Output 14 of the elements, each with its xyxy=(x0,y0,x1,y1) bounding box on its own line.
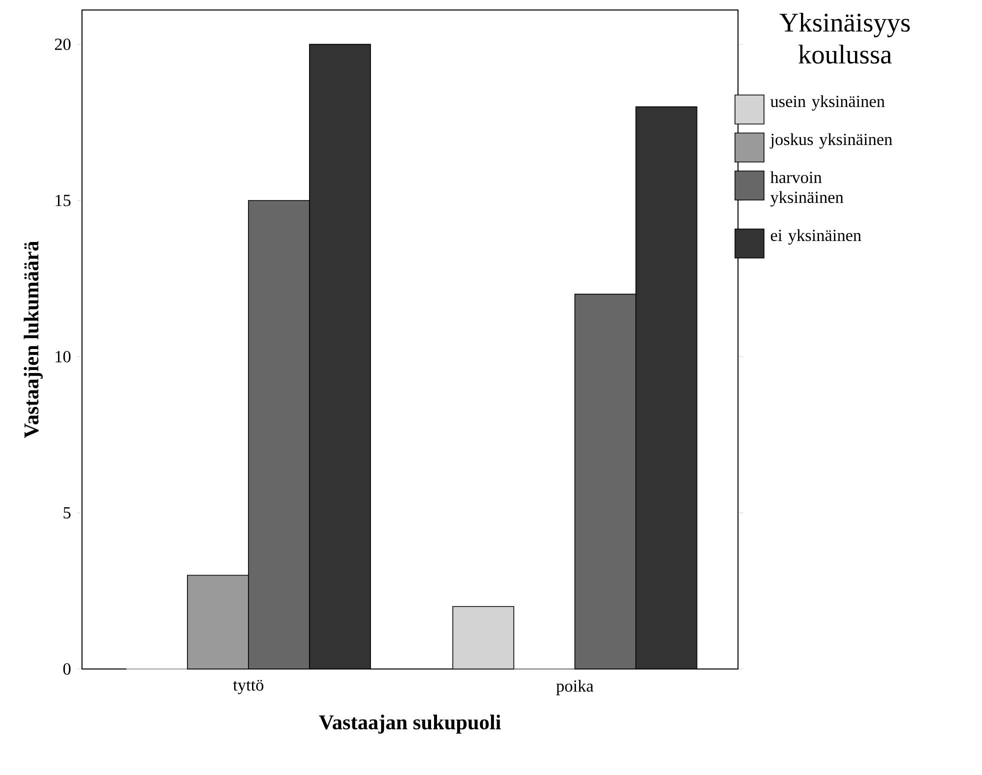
legend-label: joskus yksinäinen xyxy=(770,133,892,149)
x-tick-label: tyttö xyxy=(233,680,264,694)
legend-title: Yksinäisyys koulussa xyxy=(780,12,910,64)
legend-label: usein yksinäinen xyxy=(770,95,885,111)
legend-label: ei yksinäinen xyxy=(770,229,862,245)
legend-label: harvoin yksinäinen xyxy=(770,171,844,207)
y-tick-label: 15 xyxy=(56,194,71,206)
x-tick-label: poika xyxy=(556,680,594,696)
x-axis-title: Vastaajan sukupuoli xyxy=(319,714,501,734)
y-tick-label: 10 xyxy=(56,350,71,362)
y-tick-label: 20 xyxy=(54,38,71,50)
y-axis-title: Vastaajien lukumäärä xyxy=(24,241,43,438)
y-tick-label: 5 xyxy=(64,507,71,518)
y-tick-label: 0 xyxy=(63,663,71,675)
